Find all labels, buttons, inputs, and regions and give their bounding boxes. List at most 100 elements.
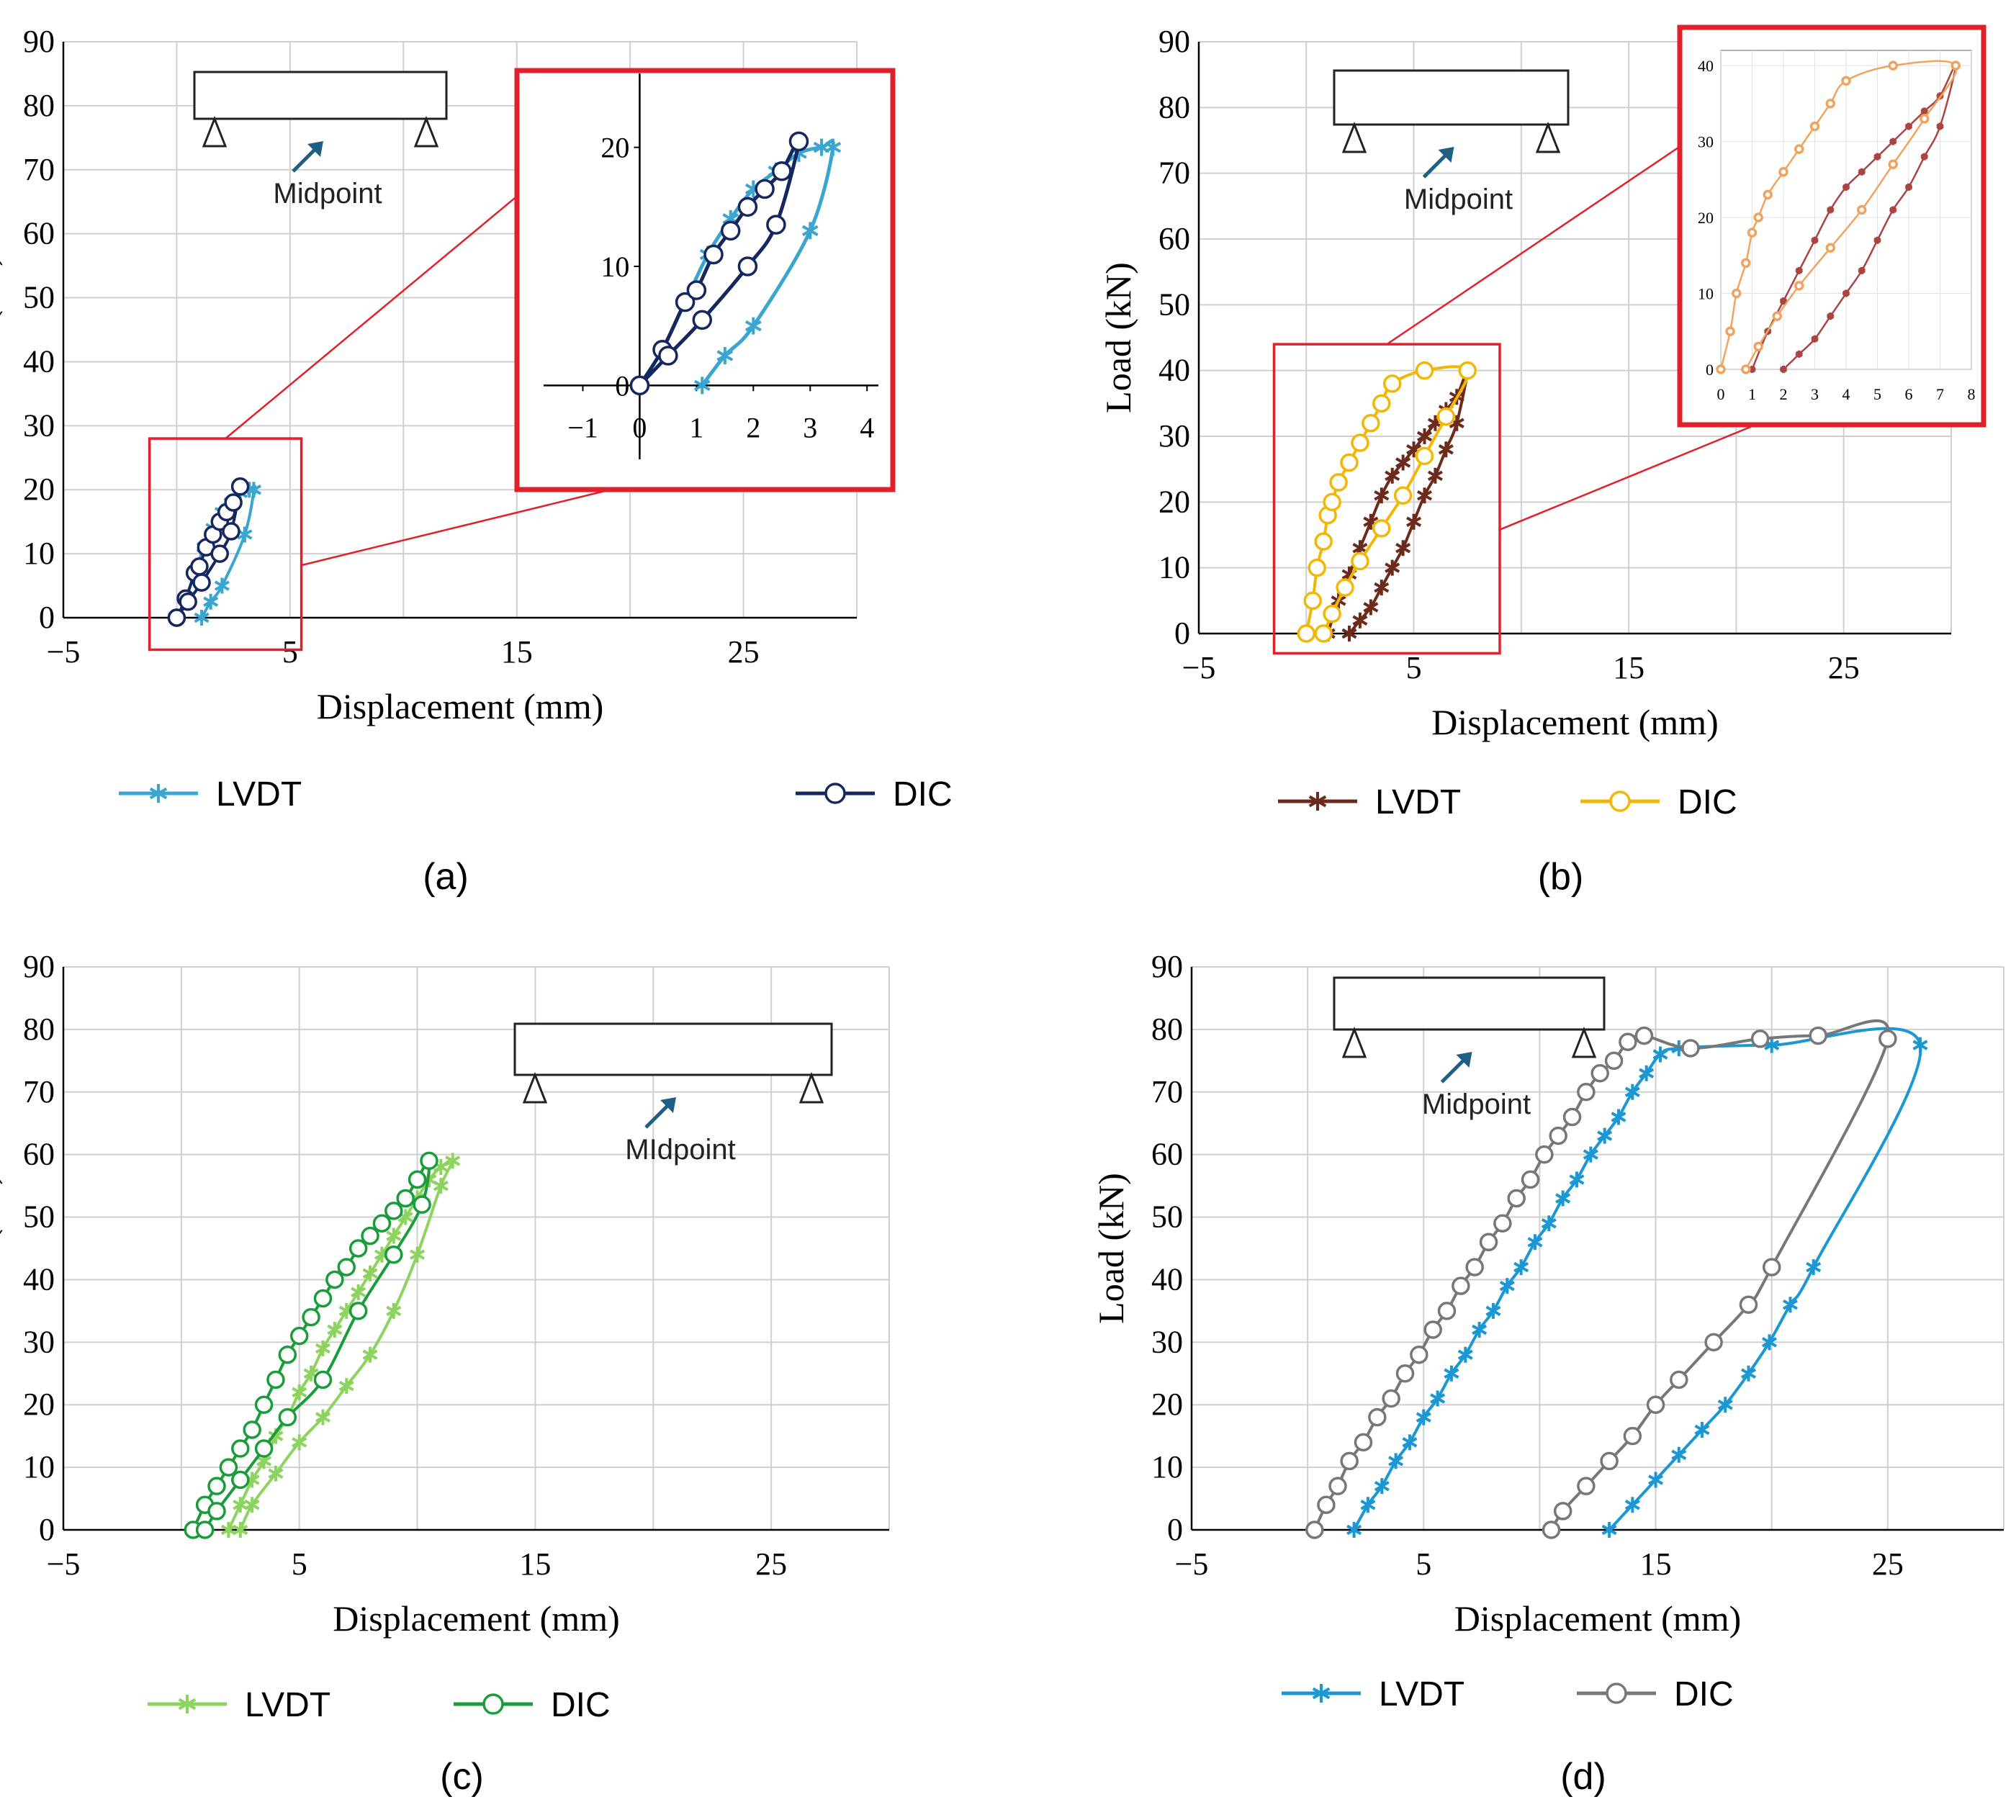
legend-label-dic: DIC — [1674, 1675, 1734, 1713]
data-point-lvdt — [1583, 1146, 1598, 1163]
data-point-lvdt — [1430, 1390, 1446, 1407]
zoom-data-point-dic — [692, 310, 713, 330]
data-point-lvdt — [1416, 487, 1433, 504]
data-point-lvdt — [1346, 1522, 1362, 1538]
data-point-lvdt — [1341, 626, 1357, 641]
data-point-lvdt — [1555, 1190, 1571, 1207]
zoom-y-tick-label: 20 — [1698, 209, 1714, 227]
data-point-dic — [384, 1202, 403, 1220]
zoom-data-point-dic — [737, 256, 758, 276]
data-point-lvdt — [1652, 1046, 1668, 1063]
y-tick-label: 30 — [23, 1324, 55, 1359]
data-point-lvdt — [1457, 1346, 1473, 1363]
data-point-dic — [1465, 1258, 1484, 1276]
data-point-dic — [1437, 1302, 1457, 1320]
data-point-lvdt — [1694, 1421, 1710, 1438]
data-point-dic — [230, 477, 250, 496]
data-point-dic — [1415, 446, 1434, 466]
midpoint-label: MIdpoint — [625, 1134, 735, 1166]
data-point-lvdt — [1912, 1037, 1928, 1053]
zoom-data-point-dic — [1741, 258, 1751, 269]
y-tick-label: 50 — [23, 280, 55, 315]
data-point-lvdt — [1569, 1171, 1585, 1188]
zoom-data-point-dic — [1753, 212, 1763, 222]
data-point-lvdt — [1648, 1472, 1664, 1488]
support-triangle-icon — [522, 1071, 548, 1104]
midpoint-arrow-icon — [644, 1103, 670, 1129]
zoom-y-tick-label: 0 — [1706, 361, 1714, 379]
legend-marker-lvdt — [178, 1695, 197, 1713]
y-tick-label: 20 — [1158, 484, 1190, 519]
panel-caption: (a) — [423, 856, 469, 898]
data-point-dic — [222, 522, 240, 541]
y-tick-label: 10 — [1151, 1449, 1183, 1485]
y-tick-label: 80 — [23, 88, 55, 123]
data-point-lvdt — [1395, 454, 1411, 471]
x-tick-label: 15 — [519, 1546, 551, 1582]
data-point-dic — [302, 1307, 320, 1327]
data-point-dic — [1681, 1039, 1700, 1058]
chart-panel-c: 0 10 20 30 40 50 60 70 80 90 −5 5 15 25 Displacement (… — [0, 949, 890, 1798]
data-point-dic — [1351, 433, 1369, 452]
zoom-x-tick-label: 8 — [1968, 385, 1976, 403]
data-point-lvdt — [315, 1409, 331, 1425]
data-point-lvdt — [1363, 599, 1379, 616]
panel-caption: (b) — [1538, 856, 1584, 898]
zoom-data-point-dic — [1888, 159, 1898, 169]
x-axis-title: Displacement (mm) — [333, 1598, 620, 1639]
zoom-data-point-dic — [658, 346, 678, 366]
zoom-y-tick-label: 40 — [1698, 57, 1714, 75]
data-point-dic — [1328, 1477, 1347, 1495]
x-tick-label: 15 — [1640, 1546, 1672, 1582]
data-point-lvdt — [445, 1153, 461, 1169]
zoom-data-point-dic — [1732, 288, 1742, 299]
midpoint-arrowhead-icon — [660, 1097, 676, 1113]
data-point-lvdt — [268, 1465, 284, 1482]
data-point-dic — [1410, 1345, 1428, 1364]
zoom-x-tick-label: 3 — [803, 411, 817, 443]
data-point-lvdt — [203, 593, 219, 610]
data-point-dic — [325, 1270, 344, 1289]
y-tick-label: 20 — [23, 1387, 55, 1422]
x-tick-label: 15 — [501, 634, 533, 670]
midpoint-label: Midpoint — [1404, 184, 1513, 215]
y-tick-label: 70 — [1151, 1074, 1183, 1109]
data-point-lvdt — [1438, 441, 1454, 458]
data-point-lvdt — [386, 1302, 402, 1319]
zoom-connector-line — [301, 488, 611, 567]
y-tick-label: 90 — [1158, 24, 1190, 59]
midpoint-arrowhead-icon — [1456, 1052, 1472, 1068]
x-tick-label: −5 — [47, 634, 81, 670]
zoom-data-point-dic — [1725, 326, 1735, 337]
data-point-lvdt — [1717, 1397, 1733, 1413]
data-point-dic — [408, 1170, 427, 1189]
zoom-data-point-lvdt — [1858, 168, 1866, 176]
zoom-data-point-dic — [1825, 99, 1835, 109]
y-axis-title: Load (kN) — [1091, 1173, 1131, 1324]
legend-label-dic: DIC — [893, 775, 953, 814]
data-point-dic — [1600, 1451, 1619, 1471]
zoom-data-point-dic — [1747, 227, 1758, 238]
zoom-x-tick-label: 4 — [860, 411, 874, 443]
data-point-dic — [1704, 1333, 1723, 1352]
data-point-lvdt — [292, 1434, 307, 1451]
y-tick-label: 40 — [23, 1261, 55, 1297]
data-point-lvdt — [244, 1497, 260, 1513]
zoom-y-tick-label: 0 — [615, 369, 629, 402]
y-tick-label: 30 — [23, 407, 55, 443]
data-point-lvdt — [1416, 428, 1433, 444]
data-point-lvdt — [1499, 1278, 1515, 1294]
midpoint-arrow-icon — [1440, 1058, 1467, 1084]
data-point-lvdt — [386, 1227, 402, 1244]
data-point-lvdt — [233, 1522, 248, 1538]
y-tick-label: 0 — [1174, 616, 1190, 651]
x-tick-label: −5 — [1175, 1546, 1209, 1582]
y-tick-label: 40 — [23, 343, 55, 379]
data-point-dic — [1372, 519, 1391, 538]
y-axis-title: Load (kN) — [0, 254, 3, 405]
data-point-dic — [1340, 1451, 1359, 1471]
data-point-dic — [278, 1407, 297, 1427]
